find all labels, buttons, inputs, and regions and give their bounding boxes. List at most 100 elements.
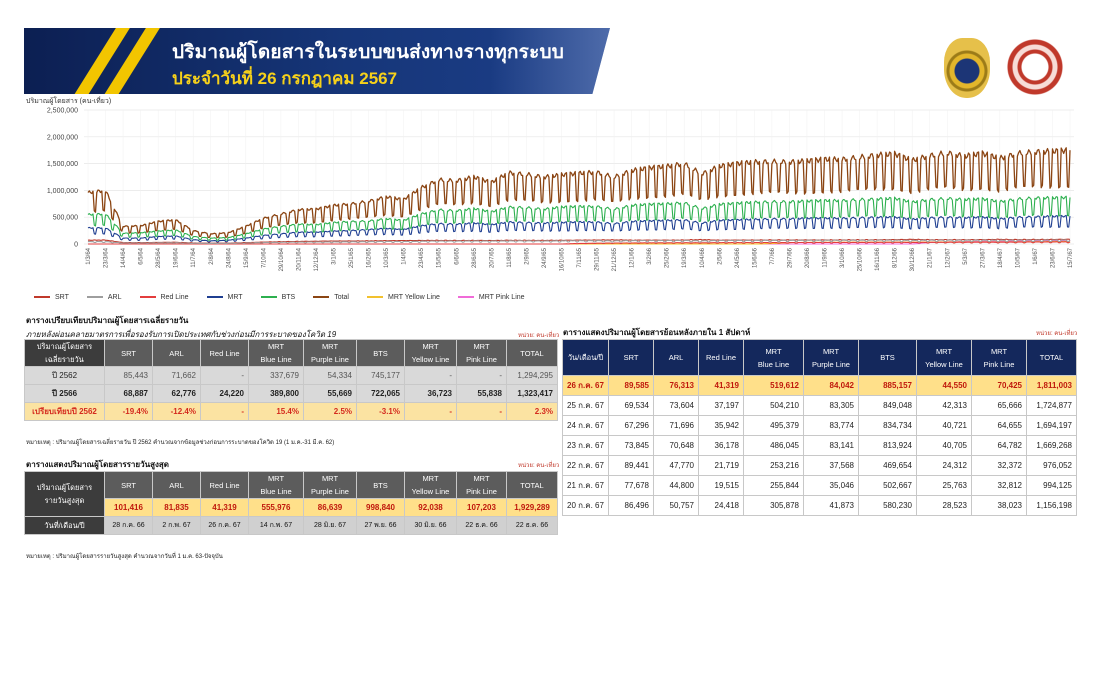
x-tick-label: 2/8/64	[209, 247, 215, 264]
table-cell: -	[456, 366, 507, 385]
ministry-emblem-logo	[944, 38, 990, 98]
x-tick-label: 7/10/64	[261, 247, 267, 268]
corner-header: วัน/เดือน/ปี	[562, 339, 609, 376]
column-header: MRT Blue Line	[248, 339, 304, 367]
table-cell: 580,230	[858, 495, 917, 516]
table-cell: 337,679	[248, 366, 304, 385]
legend-swatch	[313, 296, 330, 298]
compare-unit-label: หน่วย: คน-เที่ยว	[518, 333, 560, 339]
y-tick-label: 2,000,000	[47, 134, 78, 141]
table-cell: 64,655	[971, 415, 1027, 436]
legend-label: SRT	[55, 293, 69, 301]
table-cell: -	[404, 402, 457, 421]
table-cell: 813,924	[858, 435, 917, 456]
row-date: 24 ก.ค. 67	[562, 415, 609, 436]
table-cell: 76,313	[653, 375, 699, 396]
legend-item: Total	[313, 294, 349, 301]
column-header: MRT Purple Line	[303, 339, 357, 367]
table-cell: 255,844	[743, 475, 804, 496]
table-cell: 502,667	[858, 475, 917, 496]
table-row: ปี 2562 85,443 71,662-337,679 54,334 745,177…	[24, 366, 558, 385]
column-header: MRT Pink Line	[456, 339, 507, 367]
table-cell: 469,654	[858, 455, 917, 476]
x-tick-label: 27/3/67	[980, 247, 986, 268]
date-cell: 14 ก.พ. 67	[248, 516, 304, 535]
table-cell: 976,052	[1026, 455, 1077, 476]
table-cell: -	[456, 402, 507, 421]
column-header: MRT Purple Line	[303, 471, 357, 499]
x-tick-label: 21/1/67	[928, 247, 934, 268]
table-cell: 83,774	[803, 415, 859, 436]
table-cell: 2.5%	[303, 402, 357, 421]
page-title: ปริมาณผู้โดยสารในระบบขนส่งทางรางทุกระบบ	[172, 42, 564, 63]
x-tick-label: 10/5/67	[1015, 247, 1021, 268]
y-tick-label: 1,000,000	[47, 188, 78, 195]
row-date: 23 ก.ค. 67	[562, 435, 609, 456]
chart-legend: SRT ARL Red Line MRT BTS Total MRT Yellow Line…	[34, 292, 525, 302]
table-cell: 84,042	[803, 375, 859, 396]
x-tick-label: 25/10/66	[858, 247, 864, 271]
legend-swatch	[206, 296, 223, 298]
x-tick-label: 16/2/65	[367, 247, 373, 268]
table-cell: 1,669,268	[1026, 435, 1077, 456]
table-cell: 28,523	[916, 495, 972, 516]
x-tick-label: 5/3/67	[963, 247, 969, 264]
series-line-bts	[87, 195, 1071, 241]
column-header: BTS	[356, 471, 405, 499]
x-tick-label: 23/4/65	[419, 247, 425, 268]
x-tick-label: 15/6/66	[752, 247, 758, 268]
column-header: MRT Yellow Line	[404, 339, 457, 367]
table-cell: 101,416	[104, 498, 153, 517]
table-cell: 40,721	[916, 415, 972, 436]
table-cell: 36,178	[698, 435, 744, 456]
column-header: TOTAL	[1026, 339, 1077, 376]
table-cell: 1,929,289	[506, 498, 558, 517]
column-header: TOTAL	[506, 471, 558, 499]
table-cell: 54,334	[303, 366, 357, 385]
table-cell: 389,800	[248, 384, 304, 403]
max-section-title: ตารางแสดงปริมาณผู้โดยสารรายวันสูงสุด	[26, 460, 169, 469]
y-tick-label: 0	[74, 242, 78, 249]
series-line-total	[87, 147, 1071, 239]
legend-label: Total	[334, 293, 349, 301]
table-cell: 849,048	[858, 395, 917, 416]
corner-header: ปริมาณผู้โดยสาร เฉลี่ยรายวัน	[24, 339, 105, 367]
table-cell: 1,156,198	[1026, 495, 1077, 516]
table-cell: 834,734	[858, 415, 917, 436]
legend-swatch	[260, 296, 277, 298]
table-row: วันที่/เดือน/ปี 28 ก.ค. 66 2 ก.พ. 67 26 ก.ค…	[24, 516, 558, 535]
table-row: 22 ก.ค. 67 89,441 47,770 21,719 253,216 37,56…	[562, 455, 1077, 476]
table-cell: -	[404, 366, 457, 385]
max-note: หมายเหตุ : ปริมาณผู้โดยสารรายวันสูงสุด ค…	[26, 554, 223, 560]
table-cell: 70,648	[653, 435, 699, 456]
table-cell: 92,038	[404, 498, 457, 517]
table-cell: 89,585	[608, 375, 654, 396]
column-header: ARL	[653, 339, 699, 376]
table-cell: 24,418	[698, 495, 744, 516]
legend-label: ARL	[107, 293, 122, 301]
table-row: 23 ก.ค. 67 73,845 70,648 36,178 486,045 83,14…	[562, 435, 1077, 456]
compare-section-title: ภายหลังผ่อนคลายมาตรการเพื่อรองรับการเปิด…	[26, 330, 337, 339]
table-cell: 71,696	[653, 415, 699, 436]
row-label: วันที่/เดือน/ปี	[24, 516, 105, 535]
corner-header: ปริมาณผู้โดยสาร รายวันสูงสุด	[24, 471, 105, 517]
y-tick-label: 1,500,000	[47, 161, 78, 168]
x-tick-label: 24/8/64	[226, 247, 232, 268]
legend-swatch	[34, 296, 50, 298]
x-tick-label: 15/7/67	[1068, 247, 1074, 268]
x-tick-label: 23/6/67	[1050, 247, 1056, 268]
table-cell: 44,550	[916, 375, 972, 396]
column-header: MRT Blue Line	[248, 471, 304, 499]
x-tick-label: 7/7/66	[770, 247, 776, 264]
table-row: 21 ก.ค. 67 77,678 44,800 19,515 255,844 35,04…	[562, 475, 1077, 496]
compare-table: ปริมาณผู้โดยสาร เฉลี่ยรายวัน SRT ARL Red Lin…	[24, 339, 558, 421]
week-unit-label: หน่วย: คน-เที่ยว	[1036, 331, 1078, 337]
date-cell: 26 ก.ค. 67	[200, 516, 249, 535]
x-tick-label: 29/11/65	[595, 247, 601, 271]
table-row: 25 ก.ค. 67 69,534 73,604 37,197 504,210 83,30…	[562, 395, 1077, 416]
table-cell: 519,612	[743, 375, 804, 396]
ridership-line-chart: 0 500,000 1,000,000 1,500,000 2,000,000 2,500…	[24, 95, 1084, 305]
week-section-title: ตารางแสดงปริมาณผู้โดยสารย้อนหลังภายใน 1 …	[563, 328, 751, 337]
x-tick-label: 21/12/65	[612, 247, 618, 271]
table-cell: 504,210	[743, 395, 804, 416]
